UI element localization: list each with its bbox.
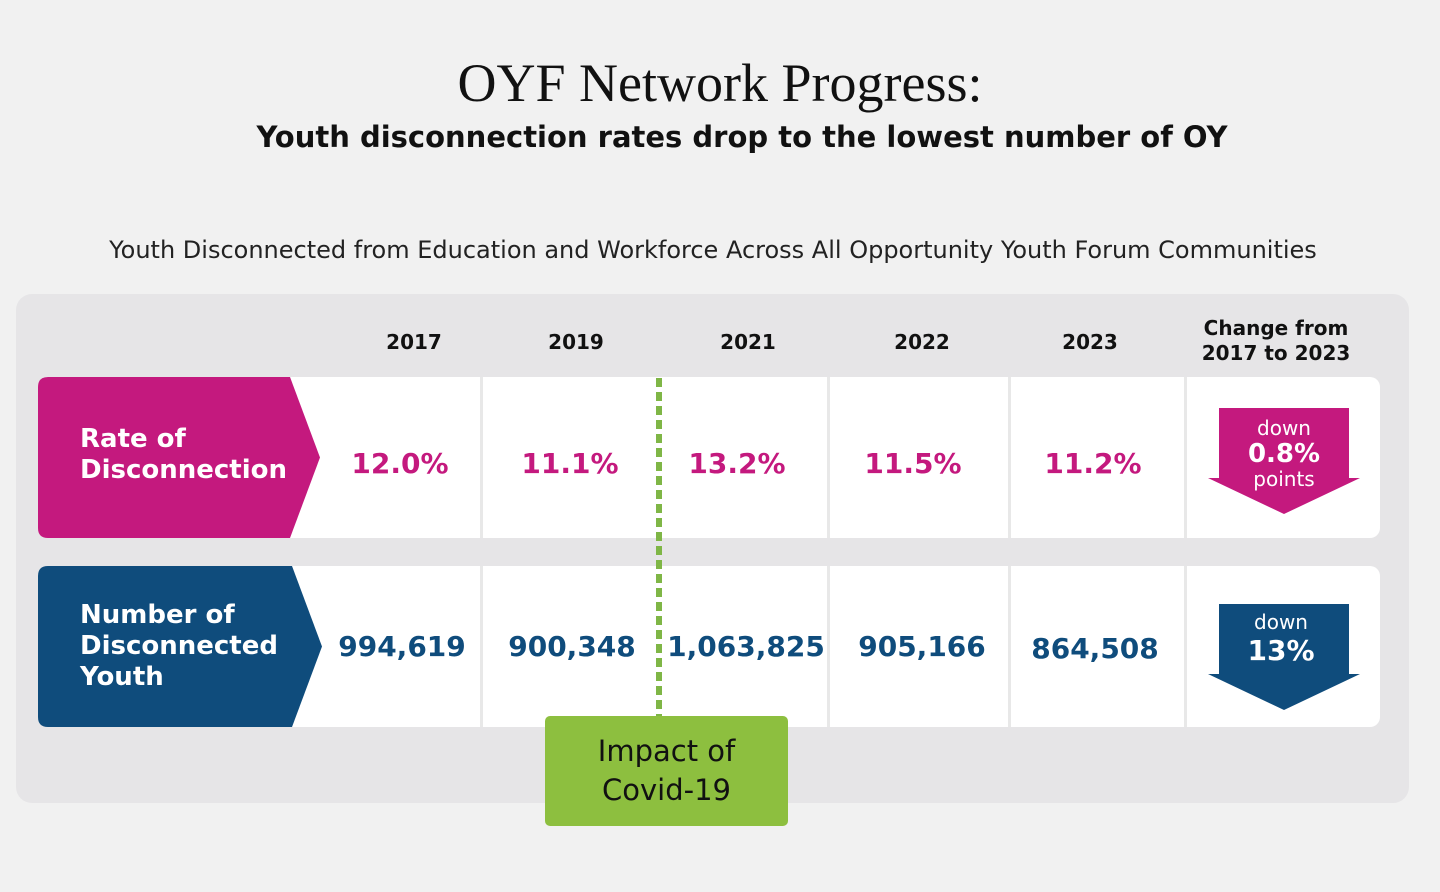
row-label-rate: Rate of Disconnection [38,377,320,538]
rate-value-2017: 12.0% [351,447,449,480]
divider [827,377,830,538]
page-title: OYF Network Progress: [457,53,983,113]
row-label-rate-text: Rate of Disconnection [80,424,288,485]
divider [1184,566,1187,727]
column-header-2022: 2022 [894,330,950,354]
rate-value-2022: 11.5% [864,447,962,480]
rate-value-2023: 11.2% [1044,447,1142,480]
column-header-2023: 2023 [1062,330,1118,354]
covid-marker-line [656,378,662,720]
column-header-2019: 2019 [548,330,604,354]
rate-value-2021: 13.2% [688,447,786,480]
column-header-change: Change from 2017 to 2023 [1201,316,1351,365]
column-header-2021: 2021 [720,330,776,354]
rate-change-value: 0.8% [1247,439,1321,469]
divider [480,377,483,538]
rate-value-2019: 11.1% [521,447,619,480]
number-value-2017: 994,619 [338,630,466,663]
page-subtitle: Youth disconnection rates drop to the lo… [256,120,1228,154]
number-value-2022: 905,166 [858,630,986,663]
number-change-value: 13% [1247,634,1315,667]
number-change-direction: down [1254,610,1308,634]
rate-change-unit: points [1253,467,1315,491]
chart-caption: Youth Disconnected from Education and Wo… [109,236,1317,264]
number-value-2021: 1,063,825 [667,630,825,663]
divider [1008,566,1011,727]
divider [827,566,830,727]
number-value-2023: 864,508 [1031,632,1159,665]
down-arrow-icon [1208,604,1360,710]
down-arrow-icon [1208,408,1360,514]
row-label-number: Number of Disconnected Youth [38,566,322,727]
column-header-2017: 2017 [386,330,442,354]
divider [1008,377,1011,538]
rate-change-direction: down [1257,416,1311,440]
row-label-number-text: Number of Disconnected Youth [80,600,278,692]
divider [1184,377,1187,538]
covid-annotation: Impact of Covid-19 [545,716,788,826]
number-value-2019: 900,348 [508,630,636,663]
divider [480,566,483,727]
